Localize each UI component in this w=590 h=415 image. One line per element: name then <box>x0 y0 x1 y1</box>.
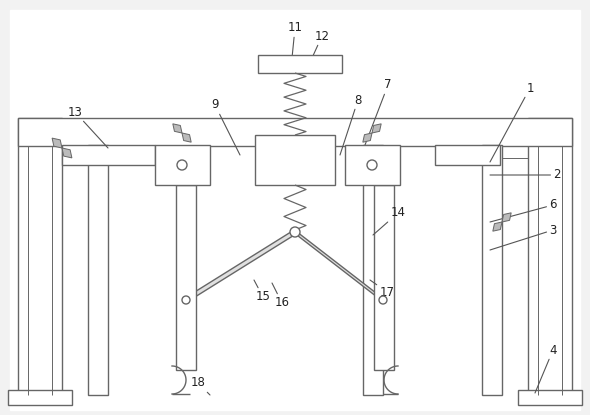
Bar <box>62 145 155 165</box>
Polygon shape <box>292 228 386 304</box>
Polygon shape <box>52 138 62 148</box>
Circle shape <box>367 160 377 170</box>
Polygon shape <box>363 133 372 142</box>
Circle shape <box>182 296 190 304</box>
Bar <box>18 118 62 395</box>
Bar <box>255 135 335 185</box>
Bar <box>8 390 72 405</box>
Text: 17: 17 <box>370 280 395 298</box>
Bar <box>345 145 400 185</box>
Text: 12: 12 <box>312 29 329 58</box>
Circle shape <box>379 296 387 304</box>
Text: 9: 9 <box>211 98 240 155</box>
Text: 11: 11 <box>287 22 303 58</box>
Bar <box>363 145 383 395</box>
Bar <box>18 118 572 146</box>
Circle shape <box>177 160 187 170</box>
Polygon shape <box>493 222 502 231</box>
Text: 8: 8 <box>340 93 362 155</box>
Text: 4: 4 <box>535 344 557 393</box>
Bar <box>528 118 572 395</box>
Bar <box>155 145 210 185</box>
Polygon shape <box>183 228 297 304</box>
Polygon shape <box>62 148 72 158</box>
Bar <box>518 390 582 405</box>
Bar <box>435 145 500 165</box>
Text: 6: 6 <box>490 198 557 222</box>
Text: 3: 3 <box>490 224 557 250</box>
Polygon shape <box>502 213 511 222</box>
Bar <box>258 55 342 73</box>
Text: 13: 13 <box>68 105 108 148</box>
Text: 18: 18 <box>191 376 210 395</box>
Bar <box>88 145 108 395</box>
Bar <box>374 185 394 370</box>
Text: 7: 7 <box>365 78 392 145</box>
Polygon shape <box>173 124 182 133</box>
Polygon shape <box>372 124 381 133</box>
Text: 1: 1 <box>490 81 534 162</box>
Text: 16: 16 <box>272 283 290 310</box>
Text: 15: 15 <box>254 280 270 303</box>
Text: 2: 2 <box>490 168 560 181</box>
Bar <box>482 145 502 395</box>
Polygon shape <box>182 133 191 142</box>
Text: 14: 14 <box>373 207 405 235</box>
Circle shape <box>290 227 300 237</box>
Bar <box>176 185 196 370</box>
